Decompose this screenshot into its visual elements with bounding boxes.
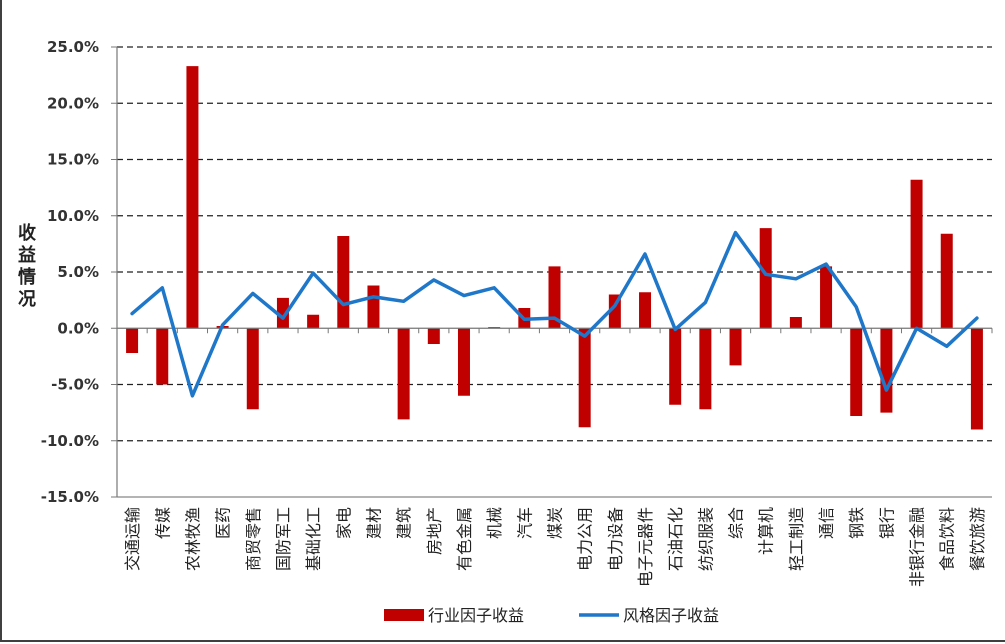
bar [789,317,802,329]
bar [880,328,893,413]
x-tick-label: 电力设备 [606,507,625,571]
bar [367,285,380,329]
x-tick-label: 煤炭 [546,507,565,539]
x-tick-label: 钢铁 [847,507,866,539]
x-tick-label: 计算机 [757,507,776,555]
y-axis-label-char: 益 [18,244,36,266]
bar [156,328,169,385]
y-tick-label: -10.0% [41,432,99,450]
x-tick-label: 传媒 [153,507,172,539]
bar [276,297,289,329]
y-axis-label-char: 收 [18,222,36,244]
x-tick-label: 综合 [727,507,746,539]
x-tick-label: 农林牧渔 [183,507,202,571]
x-tick-label: 汽车 [515,507,534,539]
x-tick-label: 轻工制造 [787,507,806,571]
y-tick-label: 15.0% [47,151,99,169]
y-axis-label-char: 况 [18,289,36,310]
bar [729,328,742,366]
bar [639,292,652,329]
bar [910,179,923,329]
x-tick-label: 食品饮料 [938,507,957,571]
bar [337,236,350,329]
bar [186,66,199,329]
x-tick-label: 非银行金融 [908,507,927,587]
y-tick-label: -15.0% [41,488,99,506]
bar [669,328,682,405]
x-tick-label: 交通运输 [123,507,142,571]
gridlines [117,46,992,498]
bar [699,328,712,410]
x-tick-label: 电力公用 [576,507,595,571]
legend-swatch-bar [384,609,424,621]
x-tick-label: 建材 [364,507,383,539]
x-axis: 交通运输 传媒 农林牧渔 医药 商贸零售 国防军工 基础化工 家电 建材 建筑 房地产 有色金属 机械汽… [116,327,993,587]
y-axis-label-char: 情 [18,267,36,288]
y-tick-label: 5.0% [57,263,99,281]
bar [427,328,440,344]
bar [940,233,953,329]
bar [457,328,470,396]
bar [970,328,983,430]
line-series [130,230,979,398]
x-tick-label: 建筑 [395,507,414,539]
x-tick-label: 有色金属 [455,507,474,571]
bar [307,314,320,329]
y-tick-label: -5.0% [51,376,99,394]
x-tick-label: 房地产 [425,507,444,555]
bar-series [126,66,983,430]
x-tick-label: 国防军工 [274,507,293,571]
bar [397,328,410,420]
x-tick-label: 医药 [214,507,233,539]
x-tick-label: 石油石化 [666,507,685,571]
x-tick-label: 基础化工 [304,507,323,571]
x-tick-label: 银行 [877,507,896,539]
x-tick-label: 纺织服装 [696,507,715,571]
y-tick-label: 10.0% [47,207,99,225]
bar [126,328,139,353]
legend: 行业因子收益 风格因子收益 [384,606,719,625]
legend-label: 风格因子收益 [623,606,719,625]
x-tick-label: 餐饮旅游 [968,507,987,571]
y-axis: -15.0% -10.0% -5.0% 0.0% 5.0% 10.0% 15.0% 20.0%… [41,38,118,506]
bar [820,266,833,329]
y-tick-label: 20.0% [47,94,99,112]
legend-label: 行业因子收益 [428,606,524,625]
x-tick-label: 机械 [485,507,504,539]
x-tick-label: 家电 [334,507,353,539]
y-tick-label: 0.0% [57,319,99,337]
bar [850,328,863,416]
x-tick-label: 通信 [817,507,836,539]
x-tick-label: 电子元器件 [636,507,655,587]
series-line [130,230,979,398]
bar [759,228,772,329]
x-tick-label: 商贸零售 [244,507,263,571]
bar [246,328,259,410]
bar [578,328,591,428]
bar [548,266,561,329]
y-tick-label: 25.0% [47,38,99,56]
